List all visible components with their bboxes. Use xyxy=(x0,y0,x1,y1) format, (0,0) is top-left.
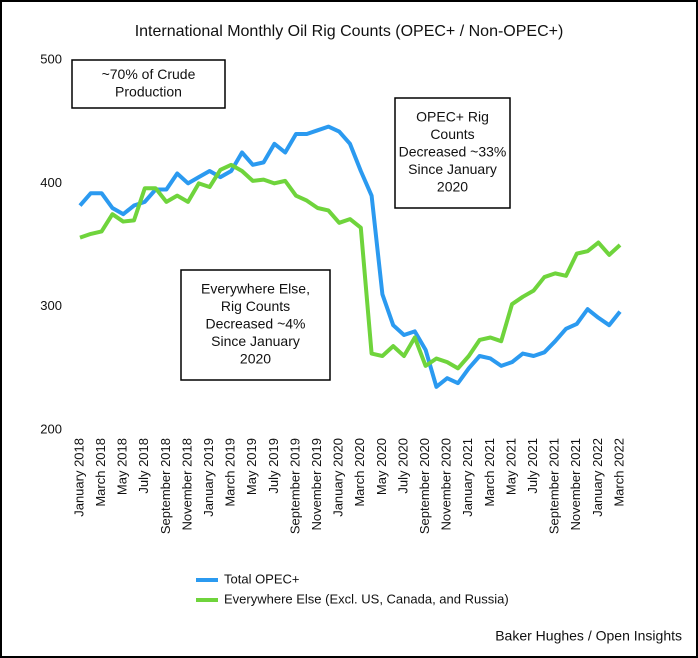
series-line xyxy=(79,162,622,371)
x-tick-label: November 2020 xyxy=(439,438,454,531)
annotation-text: OPEC+ Rig xyxy=(416,109,489,125)
x-tick-label: September 2019 xyxy=(287,438,302,534)
x-tick-label: January 2018 xyxy=(71,438,86,517)
annotation-text: Rig Counts xyxy=(221,298,290,314)
x-tick-label: March 2020 xyxy=(352,438,367,507)
x-tick-label: January 2019 xyxy=(201,438,216,517)
x-tick-label: March 2021 xyxy=(482,438,497,507)
annotation-text: Production xyxy=(115,83,182,99)
x-tick-label: March 2018 xyxy=(93,438,108,507)
x-tick-label: July 2020 xyxy=(395,438,410,494)
legend-label: Everywhere Else (Excl. US, Canada, and R… xyxy=(224,591,509,606)
x-tick-label: May 2021 xyxy=(503,438,518,495)
x-tick-label: May 2019 xyxy=(244,438,259,495)
y-tick-label: 300 xyxy=(40,298,62,313)
annotation-text: 2020 xyxy=(240,351,271,367)
x-tick-label: September 2018 xyxy=(158,438,173,534)
x-tick-label: September 2020 xyxy=(417,438,432,534)
source: Baker Hughes / Open Insights xyxy=(495,628,682,644)
y-tick-label: 400 xyxy=(40,175,62,190)
annotation-text: Everywhere Else, xyxy=(201,281,310,297)
x-tick-label: May 2018 xyxy=(115,438,130,495)
x-tick-label: January 2022 xyxy=(590,438,605,517)
x-tick-label: September 2021 xyxy=(547,438,562,534)
x-tick-label: July 2019 xyxy=(266,438,281,494)
x-tick-label: July 2018 xyxy=(136,438,151,494)
annotation-box xyxy=(180,269,331,381)
annotation-text: Since January xyxy=(408,161,497,177)
legend-label: Total OPEC+ xyxy=(224,571,300,586)
series-line xyxy=(78,124,622,389)
x-tick-label: January 2021 xyxy=(460,438,475,517)
x-tick-label: March 2019 xyxy=(223,438,238,507)
annotation-text: Since January xyxy=(211,333,300,349)
annotation-text: 2020 xyxy=(437,179,468,195)
y-tick-label: 500 xyxy=(40,51,62,66)
x-tick-label: July 2021 xyxy=(525,438,540,494)
annotation-text: Counts xyxy=(430,126,474,142)
annotation-text: Decreased ~4% xyxy=(205,316,305,332)
annotation-box xyxy=(71,59,226,109)
x-tick-label: November 2018 xyxy=(179,438,194,531)
x-tick-label: January 2020 xyxy=(331,438,346,517)
x-tick-label: March 2022 xyxy=(611,438,626,507)
x-tick-label: May 2020 xyxy=(374,438,389,495)
y-tick-label: 200 xyxy=(40,421,62,436)
annotation-text: ~70% of Crude xyxy=(102,66,196,82)
x-tick-label: November 2019 xyxy=(309,438,324,531)
x-tick-label: November 2021 xyxy=(568,438,583,531)
chart-title: International Monthly Oil Rig Counts (OP… xyxy=(135,23,564,40)
annotation-box xyxy=(394,97,511,209)
annotation-text: Decreased ~33% xyxy=(399,144,507,160)
